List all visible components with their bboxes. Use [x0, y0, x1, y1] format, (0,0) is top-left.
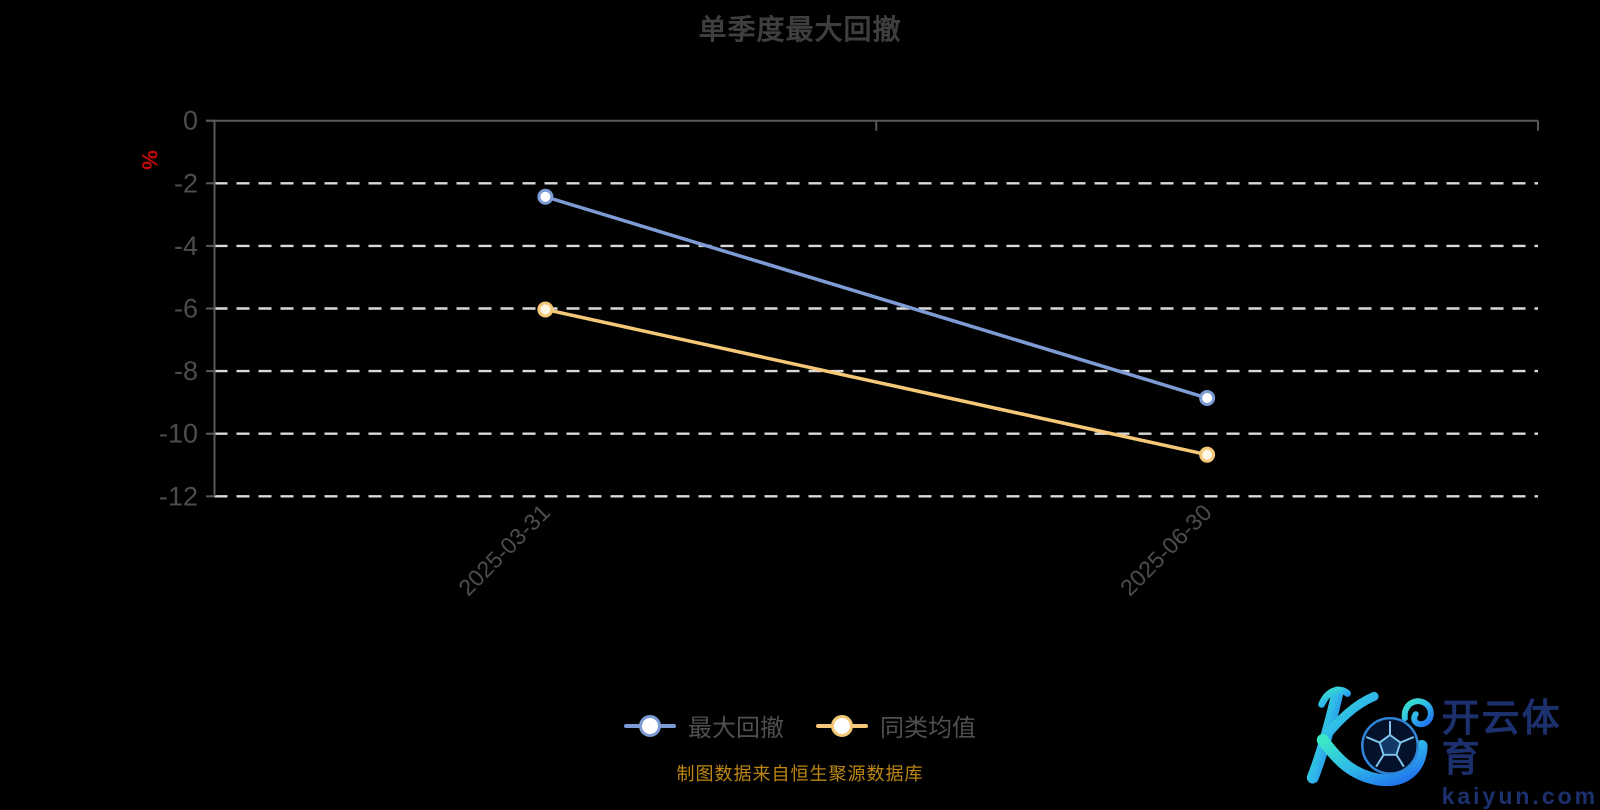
data-point-marker[interactable]	[537, 301, 554, 318]
data-point-marker[interactable]	[1199, 390, 1216, 407]
legend-line-dot-icon	[624, 714, 676, 737]
legend-item-max-drawdown[interactable]: 最大回撤	[624, 708, 784, 743]
y-axis-label: -10	[159, 419, 198, 449]
legend-label: 最大回撤	[688, 715, 784, 742]
y-axis-label: -8	[174, 356, 198, 386]
legend-label: 同类均值	[880, 715, 976, 742]
kaiyun-k-soccer-icon	[1306, 686, 1434, 787]
data-source-caption: 制图数据来自恒生聚源数据库	[676, 764, 924, 784]
data-point-marker[interactable]	[537, 188, 554, 205]
y-axis-label: 0	[183, 106, 198, 136]
y-axis-label: -2	[174, 168, 198, 198]
x-axis-label: 2025-06-30	[1115, 499, 1217, 601]
x-axis-label: 2025-03-31	[453, 499, 555, 601]
series-line-0	[543, 195, 1209, 400]
chart-title: 单季度最大回撤	[698, 14, 902, 45]
data-point-marker[interactable]	[1199, 446, 1216, 463]
legend-line-dot-icon	[816, 714, 868, 737]
series-line-1	[543, 307, 1209, 457]
chart-legend: 最大回撤 同类均值	[0, 708, 1600, 743]
kaiyun-domain-text: kaiyun.com	[1441, 782, 1599, 809]
line-chart-plot-area: 0 -2 -4 -6 -8 -10 -12 2025-03-31 2025-06-30	[159, 106, 1539, 601]
y-axis-label: -4	[174, 231, 198, 261]
y-axis-label: -6	[174, 294, 198, 324]
kaiyun-brand-text: 开云体育	[1441, 698, 1562, 780]
y-axis-label: -12	[159, 481, 198, 511]
legend-item-category-average[interactable]: 同类均值	[816, 708, 976, 743]
kaiyun-watermark: 开云体育 kaiyun.com	[1292, 676, 1600, 810]
